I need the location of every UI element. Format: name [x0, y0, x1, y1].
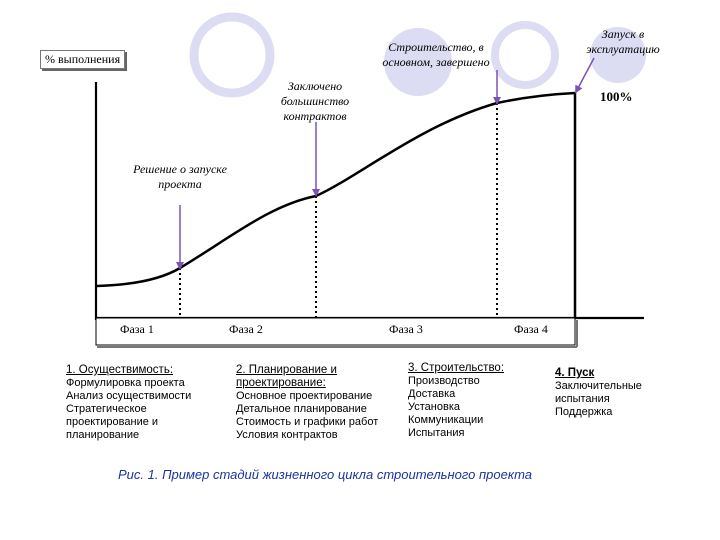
- arrow-launch: [575, 57, 595, 94]
- stage-item: Испытания: [408, 427, 465, 439]
- stage-title: 1. Осуществимость:: [66, 364, 174, 376]
- stage-item: планирование: [66, 429, 140, 441]
- annotation-contracts: Заключено большинство контрактов: [280, 79, 350, 123]
- phase-label: Фаза 4: [514, 322, 548, 336]
- percent-label: 100%: [600, 89, 633, 104]
- stage-item: испытания: [555, 393, 610, 405]
- decor-circle: [590, 27, 646, 83]
- y-axis-label: % выполнения: [40, 50, 126, 69]
- stage-title: 2. Планирование и проектирование:: [236, 364, 337, 389]
- stage-block-launch: 4. Пуск Заключительные испытания Поддерж…: [555, 367, 665, 419]
- stage-block-construction: 3. Строительство: Производство Доставка …: [408, 362, 538, 440]
- stage-block-feasibility: 1. Осуществимость: Формулировка проекта …: [66, 364, 216, 442]
- phase-label: Фаза 2: [229, 322, 263, 336]
- stage-item: Заключительные: [555, 380, 642, 392]
- stage-title: 3. Строительство:: [408, 362, 505, 374]
- annotation-construction: Строительство, в основном, завершено: [382, 40, 490, 69]
- stage-item: проектирование и: [66, 416, 159, 428]
- figure-caption: Рис. 1. Пример стадий жизненного цикла с…: [118, 467, 533, 482]
- stage-item: Производство: [408, 375, 480, 387]
- stage-item: Стратегическое: [66, 403, 147, 415]
- stage-item: Стоимость и графики работ: [236, 416, 379, 428]
- phase-label: Фаза 1: [120, 322, 154, 336]
- stage-item: Доставка: [408, 388, 456, 400]
- stage-item: Детальное планирование: [236, 403, 367, 415]
- stage-item: Коммуникации: [408, 414, 484, 426]
- annotation-decision: Решение о запуске проекта: [133, 162, 227, 191]
- stage-item: Поддержка: [555, 406, 613, 418]
- stage-item: Анализ осуществимости: [66, 390, 192, 402]
- stage-item: Установка: [408, 401, 460, 413]
- decor-circle: [189, 12, 275, 98]
- stage-block-planning: 2. Планирование и проектирование: Основн…: [236, 364, 396, 442]
- stage-item: Условия контрактов: [236, 429, 338, 441]
- phase-label: Фаза 3: [389, 322, 423, 336]
- decor-circle: [384, 28, 452, 96]
- annotation-launch: Запуск в эксплуатацию: [586, 27, 660, 56]
- phase-band: [95, 317, 576, 346]
- stage-item: Формулировка проекта: [66, 377, 185, 389]
- decor-circle: [491, 21, 559, 89]
- stage-title: 4. Пуск: [555, 367, 595, 379]
- stage-item: Основное проектирование: [236, 390, 373, 402]
